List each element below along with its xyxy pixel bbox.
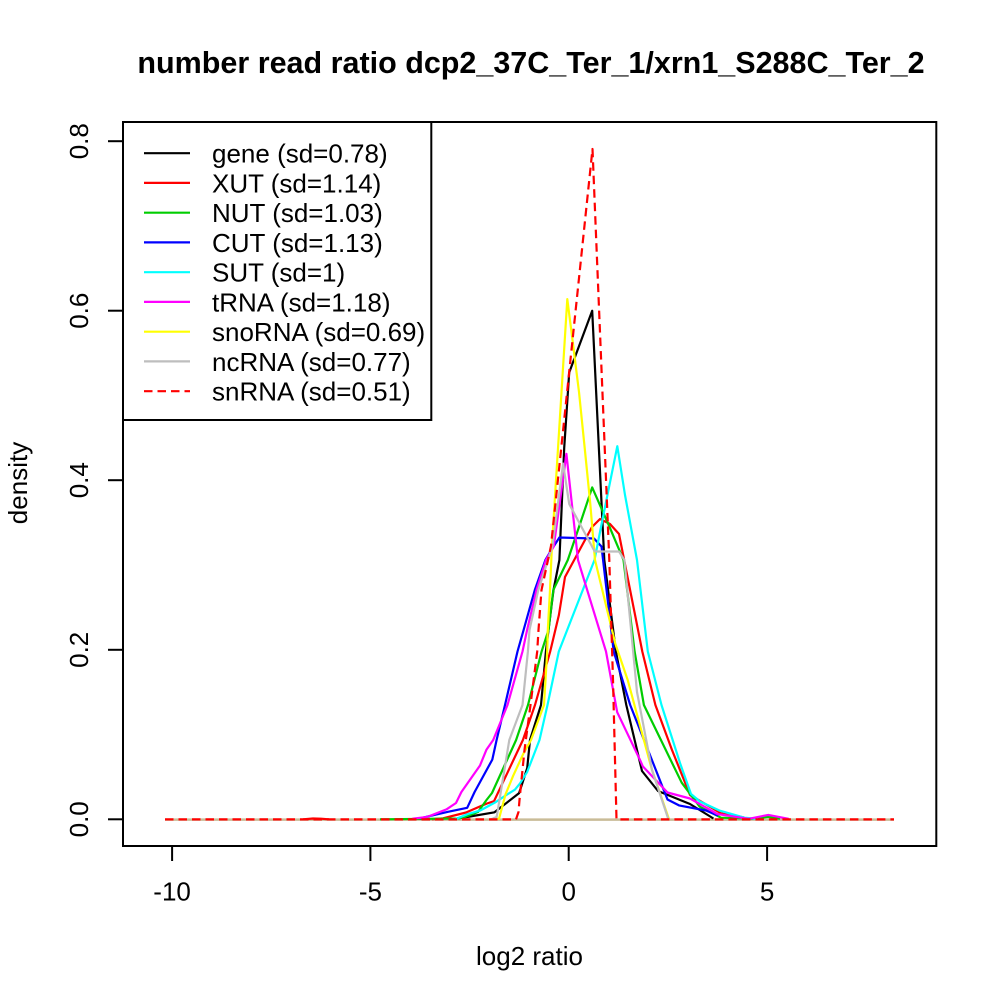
svg-text:0.8: 0.8 xyxy=(64,123,94,159)
svg-text:NUT (sd=1.03): NUT (sd=1.03) xyxy=(212,198,383,228)
svg-text:gene (sd=0.78): gene (sd=0.78) xyxy=(212,139,388,169)
svg-text:density: density xyxy=(3,442,33,524)
svg-text:snoRNA (sd=0.69): snoRNA (sd=0.69) xyxy=(212,317,425,347)
svg-text:CUT (sd=1.13): CUT (sd=1.13) xyxy=(212,228,383,258)
svg-text:tRNA (sd=1.18): tRNA (sd=1.18) xyxy=(212,287,390,317)
svg-text:0.0: 0.0 xyxy=(64,801,94,837)
svg-text:5: 5 xyxy=(760,877,774,907)
svg-text:log2 ratio: log2 ratio xyxy=(476,941,583,971)
svg-text:0.4: 0.4 xyxy=(64,462,94,498)
svg-text:-10: -10 xyxy=(153,877,191,907)
svg-text:-5: -5 xyxy=(359,877,382,907)
svg-text:0: 0 xyxy=(561,877,575,907)
svg-text:snRNA (sd=0.51): snRNA (sd=0.51) xyxy=(212,377,411,407)
svg-text:0.2: 0.2 xyxy=(64,632,94,668)
svg-text:SUT (sd=1): SUT (sd=1) xyxy=(212,258,345,288)
svg-text:XUT (sd=1.14): XUT (sd=1.14) xyxy=(212,168,381,198)
svg-text:ncRNA (sd=0.77): ncRNA (sd=0.77) xyxy=(212,347,411,377)
svg-text:number read ratio dcp2_37C_Ter: number read ratio dcp2_37C_Ter_1/xrn1_S2… xyxy=(137,46,924,80)
svg-text:0.6: 0.6 xyxy=(64,293,94,329)
